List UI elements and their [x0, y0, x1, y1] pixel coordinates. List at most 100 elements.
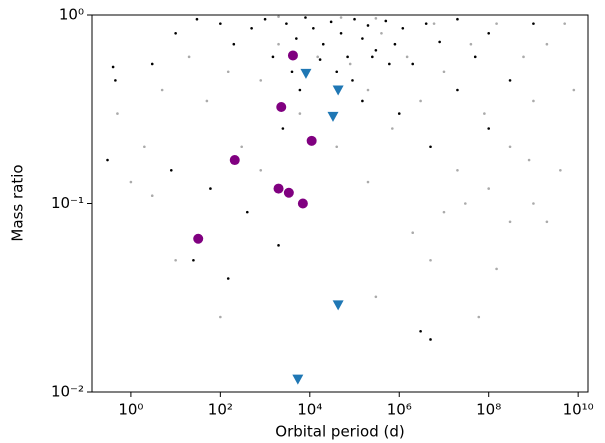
dot-marker: [527, 158, 531, 162]
dot-marker: [380, 31, 383, 35]
dot-marker: [226, 277, 230, 280]
dot-marker: [483, 112, 486, 115]
dot-marker: [111, 65, 115, 69]
dot-marker: [559, 169, 562, 172]
dot-marker: [232, 42, 236, 46]
triangle-marker: [332, 300, 344, 311]
plot-frame: [91, 14, 589, 393]
dot-marker: [316, 55, 319, 59]
dot-marker: [411, 62, 415, 66]
dot-marker: [150, 62, 154, 66]
dot-marker: [361, 37, 364, 40]
dot-marker: [271, 55, 275, 59]
dot-marker: [353, 17, 356, 21]
dot-marker: [329, 20, 333, 24]
dot-marker: [106, 158, 109, 162]
circle-marker: [297, 198, 308, 209]
dot-marker: [290, 70, 294, 74]
triangle-marker: [292, 374, 304, 385]
dot-marker: [563, 22, 566, 25]
dot-marker: [419, 329, 422, 333]
y-tick-label: 10⁻²: [51, 383, 84, 401]
dot-marker: [532, 99, 535, 103]
y-axis-label: Mass ratio: [9, 164, 27, 241]
dot-marker: [169, 169, 173, 172]
dot-marker: [429, 145, 432, 149]
dot-marker: [473, 55, 477, 59]
dot-marker: [348, 62, 352, 66]
dot-marker: [405, 55, 409, 59]
x-tick-label: 10⁶: [387, 401, 412, 419]
dot-marker: [419, 99, 422, 103]
dot-marker: [250, 27, 253, 30]
dot-marker: [442, 70, 446, 74]
dot-marker: [508, 145, 512, 149]
triangle-marker: [300, 68, 312, 79]
dot-marker: [295, 37, 298, 40]
dot-marker: [361, 99, 364, 103]
dot-marker: [195, 17, 199, 21]
dot-marker: [114, 79, 117, 82]
dot-marker: [545, 42, 549, 46]
dot-marker: [298, 112, 302, 115]
dot-marker: [464, 202, 467, 205]
dot-marker: [339, 31, 343, 35]
dot-marker: [219, 315, 222, 319]
x-tick-label: 10⁸: [476, 401, 501, 419]
dot-marker: [374, 48, 378, 52]
dot-marker: [374, 295, 378, 299]
dot-marker: [259, 169, 263, 172]
dot-marker: [346, 55, 349, 59]
dot-marker: [192, 258, 195, 262]
dot-marker: [226, 70, 230, 74]
circle-marker: [283, 187, 294, 198]
dot-marker: [335, 70, 339, 74]
dot-marker: [339, 16, 343, 19]
y-tick-label: 10⁰: [59, 6, 84, 24]
dot-marker: [456, 17, 459, 21]
dot-marker: [545, 220, 549, 224]
dot-marker: [187, 55, 191, 59]
dot-marker: [285, 22, 288, 25]
dot-marker: [572, 88, 576, 92]
dot-marker: [277, 42, 280, 46]
triangle-marker: [327, 111, 339, 122]
dot-marker: [263, 17, 267, 21]
dot-marker: [508, 220, 512, 224]
dot-marker: [532, 202, 535, 205]
dot-marker: [366, 88, 370, 92]
dot-marker: [411, 231, 415, 234]
dot-marker: [393, 42, 397, 46]
dot-marker: [150, 194, 154, 197]
dot-marker: [456, 88, 459, 92]
x-axis-label: Orbital period (d): [275, 423, 404, 441]
dot-marker: [424, 22, 428, 25]
dot-marker: [219, 22, 222, 25]
dot-marker: [429, 338, 432, 341]
dot-marker: [371, 55, 374, 59]
dot-marker: [281, 127, 285, 130]
dot-marker: [205, 99, 209, 103]
x-tick-label: 10²: [208, 401, 233, 419]
dot-marker: [174, 31, 177, 35]
dot-marker: [277, 15, 280, 18]
dot-marker: [209, 187, 212, 190]
circle-marker: [276, 102, 287, 113]
dot-marker: [259, 79, 263, 82]
dot-marker: [335, 145, 339, 149]
circle-marker: [273, 183, 284, 194]
y-tick-label: 10⁻¹: [51, 194, 84, 212]
x-tick-label: 10⁴: [297, 401, 322, 419]
dot-marker: [508, 79, 512, 82]
dot-marker: [532, 22, 535, 25]
circle-marker: [193, 233, 204, 244]
dot-marker: [240, 145, 243, 149]
dot-marker: [438, 40, 441, 44]
dot-marker: [116, 112, 119, 115]
dot-marker: [469, 42, 473, 46]
dot-marker: [129, 180, 133, 184]
dot-marker: [174, 258, 177, 262]
dot-marker: [321, 42, 325, 46]
triangle-marker: [332, 85, 344, 96]
